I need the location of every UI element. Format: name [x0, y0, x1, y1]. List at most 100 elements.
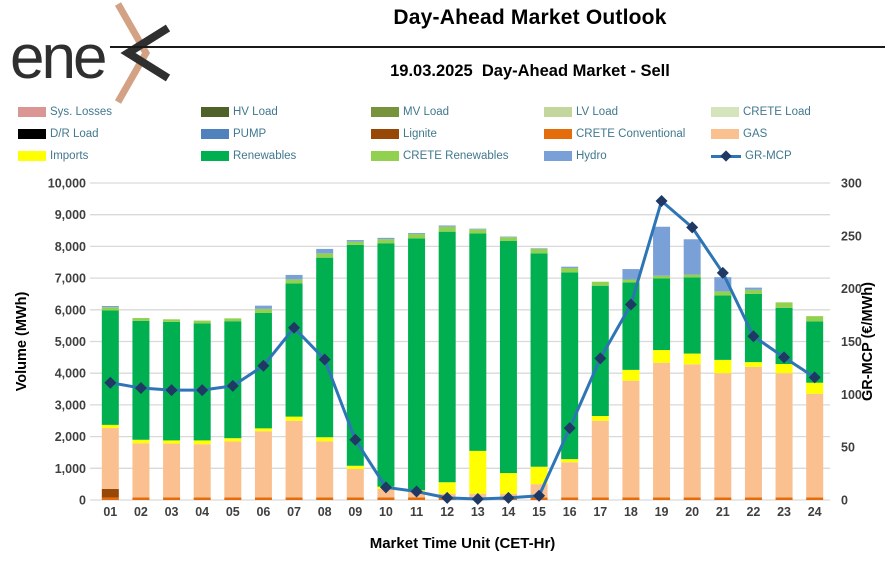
bar-segment-crete-conventional — [683, 497, 701, 500]
bar-segment-renewables — [132, 320, 150, 440]
bar-segment-crete-renewables — [254, 308, 272, 313]
legend-swatch-lignite — [371, 128, 399, 139]
bar-segment-gas — [806, 393, 824, 498]
left-axis-tick-label: 8,000 — [55, 240, 86, 254]
legend-label: GAS — [743, 127, 768, 140]
bar-segment-crete-conventional — [653, 497, 671, 500]
bar-segment-crete-renewables — [377, 239, 395, 244]
enex-logo-dark-stroke — [120, 24, 171, 82]
bar-segment-gas — [714, 373, 732, 498]
x-axis-tick-label: 19 — [655, 505, 669, 519]
bar-segment-gas — [653, 362, 671, 498]
bar-segment-crete-renewables — [561, 267, 579, 273]
x-axis-title: Market Time Unit (CET-Hr) — [370, 535, 556, 552]
bar-segment-hydro — [377, 237, 395, 240]
gr-mcp-marker — [655, 194, 668, 207]
left-axis-tick-label: 2,000 — [55, 430, 86, 444]
x-axis-tick-label: 20 — [685, 505, 699, 519]
bar-segment-crete-renewables — [316, 253, 334, 258]
bar-segment-imports — [132, 439, 150, 444]
x-axis-tick-label: 10 — [379, 505, 393, 519]
bar-segment-crete-renewables — [469, 229, 487, 234]
bar-segment-crete-conventional — [132, 497, 150, 500]
bar-segment-crete-conventional — [377, 497, 395, 500]
bar-segment-crete-renewables — [806, 316, 824, 322]
bar-segment-hydro — [346, 240, 364, 242]
legend-item-imports: Imports — [18, 149, 201, 162]
legend-item-mv-load: MV Load — [371, 105, 544, 118]
bar-segment-hydro — [622, 269, 640, 280]
left-axis-tick-label: 4,000 — [55, 367, 86, 381]
legend-swatch-hydro — [544, 150, 572, 161]
left-axis-tick-label: 6,000 — [55, 303, 86, 317]
bar-segment-imports — [622, 369, 640, 381]
gr-mcp-marker — [716, 266, 729, 279]
legend-label: MV Load — [403, 105, 450, 118]
bar-segment-imports — [254, 428, 272, 432]
legend-item-lignite: Lignite — [371, 127, 544, 140]
bar-segment-crete-conventional — [193, 497, 211, 500]
bar-segment-crete-renewables — [775, 302, 793, 308]
legend-swatch-hv-load — [201, 106, 229, 117]
bar-segment-crete-renewables — [622, 279, 640, 283]
left-axis-tick-label: 9,000 — [55, 208, 86, 222]
bar-segment-renewables — [775, 307, 793, 365]
legend-label: Lignite — [403, 127, 437, 140]
gr-mcp-marker — [349, 433, 362, 446]
bar-segment-imports — [683, 353, 701, 365]
gr-mcp-marker — [379, 481, 392, 494]
bar-segment-imports — [653, 350, 671, 363]
header-divider — [110, 46, 885, 48]
bar-segment-lignite — [101, 488, 119, 498]
gr-mcp-marker — [594, 352, 607, 365]
left-axis-tick-label: 0 — [79, 494, 86, 508]
gr-mcp-marker — [226, 379, 239, 392]
bar-segment-hydro — [316, 248, 334, 254]
legend-swatch-pump — [201, 128, 229, 139]
bar-segment-imports — [193, 440, 211, 445]
bar-segment-crete-renewables — [285, 279, 303, 284]
bar-segment-crete-renewables — [193, 320, 211, 324]
left-axis-tick-label: 3,000 — [55, 398, 86, 412]
x-axis-tick-label: 14 — [501, 505, 515, 519]
x-axis-tick-label: 12 — [440, 505, 454, 519]
x-axis-tick-label: 04 — [195, 505, 209, 519]
x-axis-tick-label: 01 — [103, 505, 117, 519]
legend-label: CRETE Load — [743, 105, 811, 118]
enex-logo: ene — [10, 2, 171, 104]
legend-label: CRETE Renewables — [403, 149, 509, 162]
bar-segment-gas — [346, 468, 364, 498]
bar-segment-gas — [101, 428, 119, 489]
bar-segment-crete-renewables — [530, 248, 548, 254]
bar-segment-crete-conventional — [775, 497, 793, 500]
bar-segment-crete-conventional — [591, 497, 609, 500]
gr-mcp-marker — [196, 384, 209, 397]
bar-segment-renewables — [346, 244, 364, 466]
bar-segment-crete-renewables — [653, 275, 671, 279]
bar-segment-gas — [561, 462, 579, 498]
x-axis-tick-label: 22 — [746, 505, 760, 519]
bar-segment-crete-conventional — [316, 497, 334, 500]
right-axis-title: GR-MCP (€/MWh) — [860, 282, 876, 401]
bar-segment-hydro — [254, 305, 272, 309]
bar-segment-crete-conventional — [714, 497, 732, 500]
legend-label: LV Load — [576, 105, 618, 118]
bar-segment-imports — [285, 416, 303, 421]
bar-segment-crete-conventional — [346, 497, 364, 500]
bar-segment-crete-conventional — [561, 497, 579, 500]
enex-logo-text: ene — [10, 23, 105, 92]
legend-label: Renewables — [233, 149, 297, 162]
bar-segment-crete-conventional — [806, 497, 824, 500]
bar-segment-renewables — [591, 285, 609, 416]
bar-segment-renewables — [377, 243, 395, 487]
bar-segment-crete-renewables — [346, 241, 364, 245]
x-axis-tick-label: 23 — [777, 505, 791, 519]
legend-item-gas: GAS — [711, 127, 881, 140]
bar-segment-imports — [806, 382, 824, 394]
legend-label: Imports — [50, 149, 89, 162]
bar-segment-crete-renewables — [438, 226, 456, 232]
legend-label: PUMP — [233, 127, 267, 140]
bar-segment-hydro — [744, 287, 762, 290]
